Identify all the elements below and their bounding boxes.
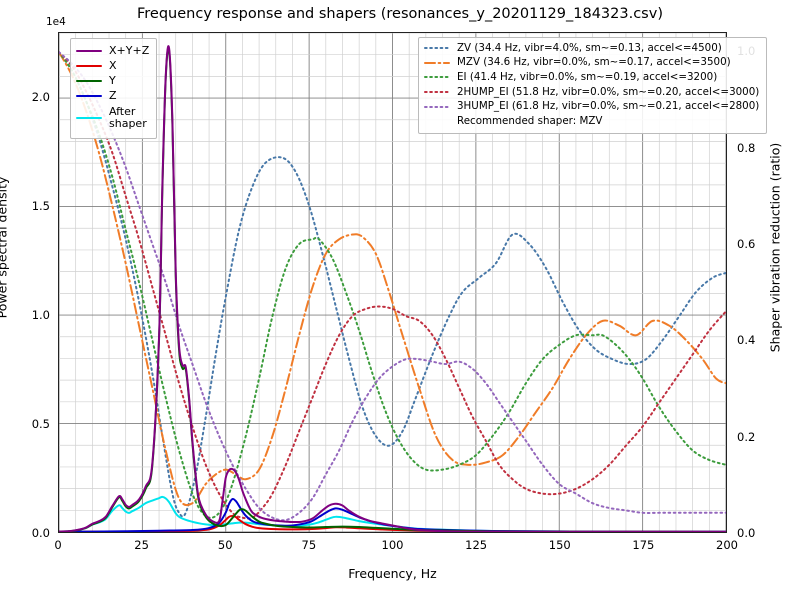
y-left-tick-label: 2.0 (31, 90, 50, 105)
x-tick-label: 100 (381, 538, 404, 552)
x-axis-label: Frequency, Hz (348, 566, 437, 581)
y-left-tick-label: 1.0 (31, 308, 50, 323)
psd-curve-after-shaper (59, 495, 726, 532)
psd-legend-item-x[interactable]: X (76, 58, 149, 73)
legend-line-swatch-icon (76, 90, 102, 102)
shaper-legend-label: MZV (34.6 Hz, vibr=0.0%, sm~=0.17, accel… (457, 56, 731, 69)
shaper-curve-3hump_ei (59, 51, 726, 522)
shaper-curve-2hump_ei (59, 51, 726, 520)
psd-legend-item-x-y-z[interactable]: X+Y+Z (76, 43, 149, 58)
psd-legend-label: X+Y+Z (109, 43, 150, 57)
legend-line-swatch-icon (424, 101, 450, 113)
psd-legend-item-z[interactable]: Z (76, 88, 149, 103)
shaper-legend-label: EI (41.4 Hz, vibr=0.0%, sm~=0.19, accel<… (457, 71, 718, 84)
y-right-tick-label: 0.0 (737, 526, 756, 540)
y-right-tick-label: 0.6 (737, 236, 756, 251)
plot-area (58, 32, 727, 533)
legend-line-swatch-icon (76, 75, 102, 87)
legend-line-swatch-icon (424, 86, 450, 98)
x-tick-label: 25 (134, 538, 149, 552)
y-left-tick-label: 1.5 (31, 199, 50, 214)
y-axis-left-label: Power spectral density (0, 176, 10, 319)
y-left-tick-label: 0.5 (31, 417, 50, 432)
shaper-legend-item-ei[interactable]: EI (41.4 Hz, vibr=0.0%, sm~=0.19, accel<… (424, 70, 759, 85)
recommended-shaper-note: Recommended shaper: MZV (457, 114, 603, 127)
shaper-legend-item-zv[interactable]: ZV (34.4 Hz, vibr=4.0%, sm~=0.13, accel<… (424, 41, 759, 56)
shaper-curve-ei (59, 51, 726, 519)
shaper-legend-item-mzv[interactable]: MZV (34.6 Hz, vibr=0.0%, sm~=0.17, accel… (424, 56, 759, 71)
chart-title: Frequency response and shapers (resonanc… (137, 6, 663, 22)
shaper-legend-item-2hump_ei[interactable]: 2HUMP_EI (51.8 Hz, vibr=0.0%, sm~=0.20, … (424, 85, 759, 100)
shaper-legend-label: 3HUMP_EI (61.8 Hz, vibr=0.0%, sm~=0.21, … (457, 100, 760, 113)
x-tick-label: 175 (632, 538, 655, 552)
legend-line-swatch-icon (424, 57, 450, 69)
x-tick-label: 200 (716, 538, 738, 552)
y-right-tick-label: 0.4 (737, 333, 756, 348)
shaper-legend-label: 2HUMP_EI (51.8 Hz, vibr=0.0%, sm~=0.20, … (457, 85, 760, 98)
psd-curve-z (59, 497, 726, 532)
psd-legend-item-after-shaper[interactable]: After shaper (76, 103, 149, 133)
psd-curve-x-y-z (59, 45, 726, 532)
x-tick-label: 0 (54, 538, 62, 552)
x-tick-label: 50 (217, 538, 233, 552)
psd-legend-label: Z (109, 88, 117, 102)
shaper-legend: ZV (34.4 Hz, vibr=4.0%, sm~=0.13, accel<… (418, 37, 768, 134)
y-axis-exponent-label: 1e4 (46, 16, 66, 28)
legend-line-swatch-icon (76, 45, 102, 57)
psd-legend-item-y[interactable]: Y (76, 73, 149, 88)
y-right-tick-label: 0.2 (737, 429, 756, 444)
shaper-legend-item-3hump_ei[interactable]: 3HUMP_EI (61.8 Hz, vibr=0.0%, sm~=0.21, … (424, 99, 759, 114)
x-tick-label: 150 (548, 538, 571, 552)
y-left-tick-label: 0.0 (31, 526, 50, 540)
legend-line-swatch-icon (76, 112, 102, 124)
psd-legend-label: Y (109, 73, 116, 87)
x-tick-label: 75 (301, 538, 317, 552)
y-right-tick-label: 0.8 (737, 140, 756, 155)
legend-line-swatch-icon (76, 60, 102, 72)
data-layer (59, 45, 726, 532)
shaper-curve-mzv (59, 51, 726, 507)
psd-legend: X+Y+Z X Y Z After shaper (70, 38, 158, 139)
legend-line-swatch-icon (424, 42, 450, 54)
legend-line-swatch-icon (424, 71, 450, 83)
shaper-legend-label: ZV (34.4 Hz, vibr=4.0%, sm~=0.13, accel<… (457, 41, 722, 54)
x-tick-label: 125 (465, 538, 488, 552)
psd-legend-label: After shaper (109, 104, 147, 130)
psd-legend-label: X (109, 58, 117, 72)
